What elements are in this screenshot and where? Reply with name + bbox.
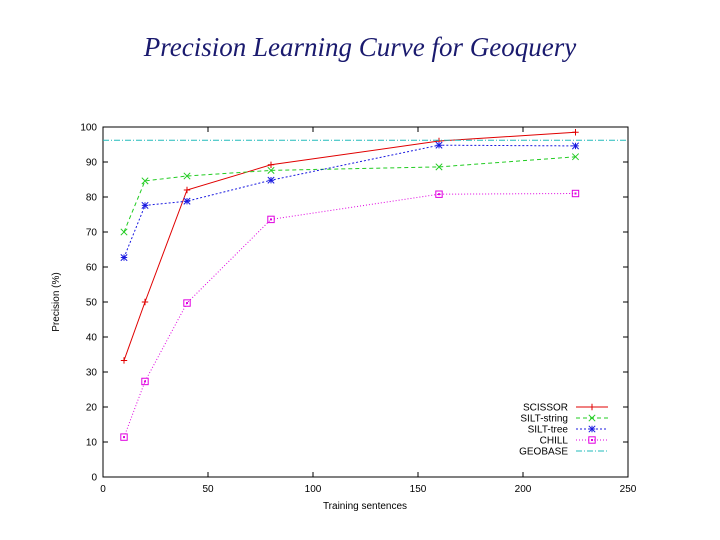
y-tick-label: 0 (91, 473, 97, 484)
x-tick-label: 150 (410, 484, 427, 495)
legend-label: SILT-string (520, 414, 568, 425)
x-tick-label: 100 (305, 484, 322, 495)
data-point (267, 161, 275, 168)
data-point (267, 166, 275, 174)
y-tick-label: 90 (86, 158, 98, 169)
x-tick-label: 50 (202, 484, 214, 495)
series-line (123, 131, 576, 361)
data-point (571, 189, 580, 198)
y-tick-label: 20 (86, 403, 98, 414)
data-point (267, 176, 275, 184)
series-chill (120, 189, 580, 441)
series-scissor (120, 129, 579, 364)
data-point (120, 228, 128, 236)
data-point (588, 414, 596, 422)
legend-label: SILT-tree (528, 425, 569, 436)
y-tick-label: 50 (86, 298, 98, 309)
data-point (141, 177, 149, 185)
x-axis-label: Training sentences (323, 501, 407, 512)
y-tick-label: 40 (86, 333, 98, 344)
data-point-center (591, 439, 593, 441)
data-point (588, 436, 596, 444)
y-tick-label: 100 (80, 123, 97, 134)
data-point-center (270, 218, 272, 221)
data-point (435, 190, 443, 198)
series-line (123, 156, 576, 233)
data-point-center (186, 302, 188, 305)
y-tick-label: 60 (86, 263, 98, 274)
series-silt-tree (120, 141, 580, 262)
data-point (435, 141, 443, 149)
data-point-center (574, 192, 577, 195)
x-tick-label: 200 (515, 484, 532, 495)
data-point (571, 153, 580, 161)
data-point (120, 357, 128, 364)
series-line (123, 193, 576, 438)
data-point-center (438, 193, 440, 196)
data-point-center (144, 380, 146, 383)
data-point (588, 403, 596, 411)
data-point (588, 425, 596, 433)
data-point (141, 377, 149, 386)
legend-label: SCISSOR (523, 403, 568, 414)
data-point (183, 197, 191, 205)
series-line (123, 144, 576, 258)
data-point (141, 298, 149, 306)
data-point (435, 163, 443, 171)
chart-title: Precision Learning Curve for Geoquery (143, 32, 577, 62)
data-point (120, 433, 128, 441)
data-point (120, 253, 128, 262)
data-point (571, 142, 580, 150)
legend-label: CHILL (540, 436, 569, 447)
y-tick-label: 80 (86, 193, 98, 204)
data-point (141, 201, 149, 209)
y-axis-label: Precision (%) (51, 272, 62, 331)
y-tick-label: 70 (86, 228, 98, 239)
legend-label: GEOBASE (519, 447, 568, 458)
data-point-center (123, 436, 125, 439)
x-tick-label: 0 (100, 484, 106, 495)
y-tick-label: 10 (86, 438, 98, 449)
data-point (183, 172, 191, 180)
series-silt-string (120, 153, 580, 236)
data-point (572, 129, 579, 136)
data-point (183, 299, 191, 307)
data-point (267, 215, 275, 224)
data-point (183, 186, 191, 194)
x-tick-label: 250 (620, 484, 637, 495)
y-tick-label: 30 (86, 368, 98, 379)
